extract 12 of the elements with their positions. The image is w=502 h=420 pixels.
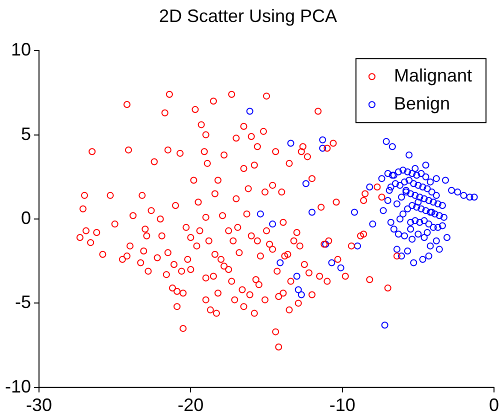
y-tick-label: 10 bbox=[10, 40, 32, 60]
y-tick-label: 0 bbox=[21, 208, 32, 228]
y-tick-label: 5 bbox=[21, 124, 32, 144]
y-tick-label: -10 bbox=[5, 376, 32, 396]
legend-label: Benign bbox=[394, 94, 450, 114]
legend-label: Malignant bbox=[394, 66, 472, 86]
x-tick-label: -20 bbox=[178, 395, 204, 416]
x-tick-label: -30 bbox=[26, 395, 52, 416]
y-tick-label: -5 bbox=[15, 292, 32, 312]
chart-title: 2D Scatter Using PCA bbox=[158, 6, 338, 26]
x-tick-label: -10 bbox=[329, 395, 356, 416]
x-tick-label: 0 bbox=[488, 395, 499, 416]
